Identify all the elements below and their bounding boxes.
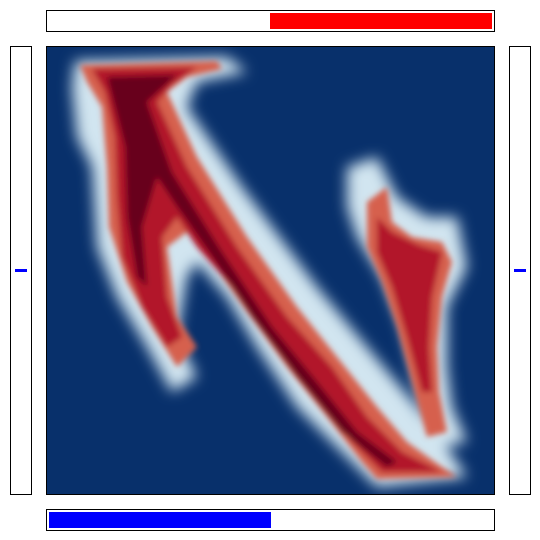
pattern-core [80,61,457,479]
bottom-slider-fill [49,512,271,528]
simulation-field[interactable] [46,46,495,495]
right-slider[interactable] [509,46,531,495]
bottom-slider[interactable] [46,509,495,531]
field-canvas [47,47,494,494]
top-slider[interactable] [46,10,495,32]
left-slider[interactable] [10,46,32,495]
right-slider-handle[interactable] [514,269,526,272]
left-slider-handle[interactable] [15,269,27,272]
top-slider-fill [270,13,492,29]
